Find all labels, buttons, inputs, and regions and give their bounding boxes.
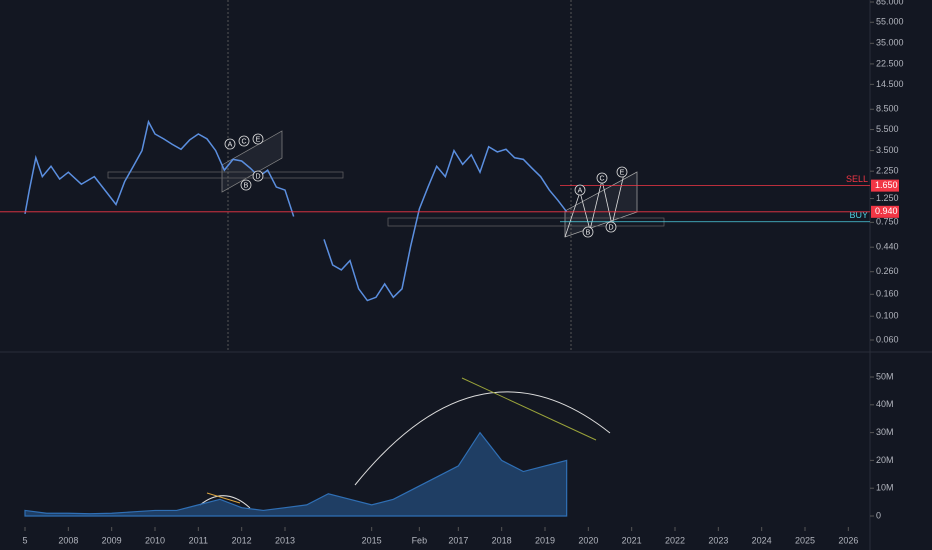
x-tick-label: 2024 — [752, 535, 772, 545]
x-tick-label: 2025 — [795, 535, 815, 545]
wave-label: D — [608, 224, 613, 231]
wave-marker — [252, 133, 264, 145]
x-tick-label: 2018 — [492, 535, 512, 545]
price-tag-label: 0.940 — [875, 206, 898, 216]
wave-label: A — [228, 141, 233, 148]
y-tick-label: 3.500 — [876, 145, 899, 155]
y-tick-label: 1.250 — [876, 193, 899, 203]
level-label: BUY — [849, 210, 868, 220]
x-tick-label: 2026 — [838, 535, 858, 545]
wave-label: B — [586, 229, 591, 236]
wave-marker — [252, 170, 264, 182]
x-tick-label: Feb — [412, 535, 428, 545]
x-tick-label: 2022 — [665, 535, 685, 545]
wave-marker — [238, 135, 250, 147]
x-tick-label: 2011 — [189, 535, 208, 545]
volume-trendline — [461, 377, 597, 441]
volume-trendline — [206, 492, 241, 504]
x-tick-label: 2015 — [362, 535, 382, 545]
wave-path — [564, 173, 625, 238]
price-line — [323, 145, 568, 302]
price-tag — [871, 179, 899, 192]
y-tick-label: 14.500 — [876, 79, 904, 89]
zone — [107, 171, 344, 179]
wave-label: E — [620, 169, 625, 176]
wave-marker — [582, 226, 594, 238]
y-tick-label: 0.100 — [876, 311, 899, 321]
wave-label: E — [256, 136, 261, 143]
wave-marker — [240, 179, 252, 191]
volume-area — [24, 431, 568, 517]
y-tick-label: 0.060 — [876, 334, 899, 344]
x-tick-label: 2023 — [708, 535, 728, 545]
x-tick-label: 2019 — [535, 535, 555, 545]
y-tick-label: 50M — [876, 371, 894, 381]
y-tick-label: 0.160 — [876, 289, 899, 299]
y-tick-label: 0 — [876, 510, 881, 520]
x-tick-label: 2009 — [102, 535, 122, 545]
volume-arc — [354, 391, 611, 486]
y-tick-label: 5.500 — [876, 124, 899, 134]
price-line — [24, 119, 295, 217]
x-tick-label: 5 — [22, 535, 27, 545]
volume-arc — [199, 495, 251, 509]
wave-label: C — [599, 175, 604, 182]
level-label: SELL — [846, 174, 868, 184]
y-tick-label: 40M — [876, 399, 894, 409]
x-tick-label: 2020 — [578, 535, 598, 545]
wave-marker — [605, 221, 617, 233]
y-tick-label: 0.440 — [876, 242, 899, 252]
x-tick-label: 2017 — [448, 535, 468, 545]
x-tick-label: 2010 — [145, 535, 165, 545]
y-tick-label: 0.750 — [876, 217, 899, 227]
y-tick-label: 22.500 — [876, 58, 904, 68]
y-tick-label: 30M — [876, 427, 894, 437]
wave-label: A — [578, 187, 583, 194]
x-tick-label: 2021 — [622, 535, 642, 545]
x-tick-label: 2012 — [232, 535, 252, 545]
y-tick-label: 55.000 — [876, 17, 904, 27]
wave-label: D — [255, 173, 260, 180]
price-tag-label: 1.650 — [875, 180, 898, 190]
wave-label: C — [241, 138, 246, 145]
x-tick-label: 2013 — [275, 535, 295, 545]
wave-marker — [596, 172, 608, 184]
price-tag — [871, 205, 899, 218]
y-tick-label: 10M — [876, 483, 894, 493]
wave-label: B — [244, 182, 249, 189]
wave-marker — [224, 138, 236, 150]
wave-marker — [574, 184, 586, 196]
y-tick-label: 35.000 — [876, 38, 904, 48]
y-tick-label: 0.260 — [876, 266, 899, 276]
wave-marker — [616, 166, 628, 178]
y-tick-label: 8.500 — [876, 104, 899, 114]
x-tick-label: 2008 — [58, 535, 78, 545]
y-tick-label: 2.250 — [876, 166, 899, 176]
y-tick-label: 20M — [876, 455, 894, 465]
y-tick-label: 85.000 — [876, 0, 904, 6]
